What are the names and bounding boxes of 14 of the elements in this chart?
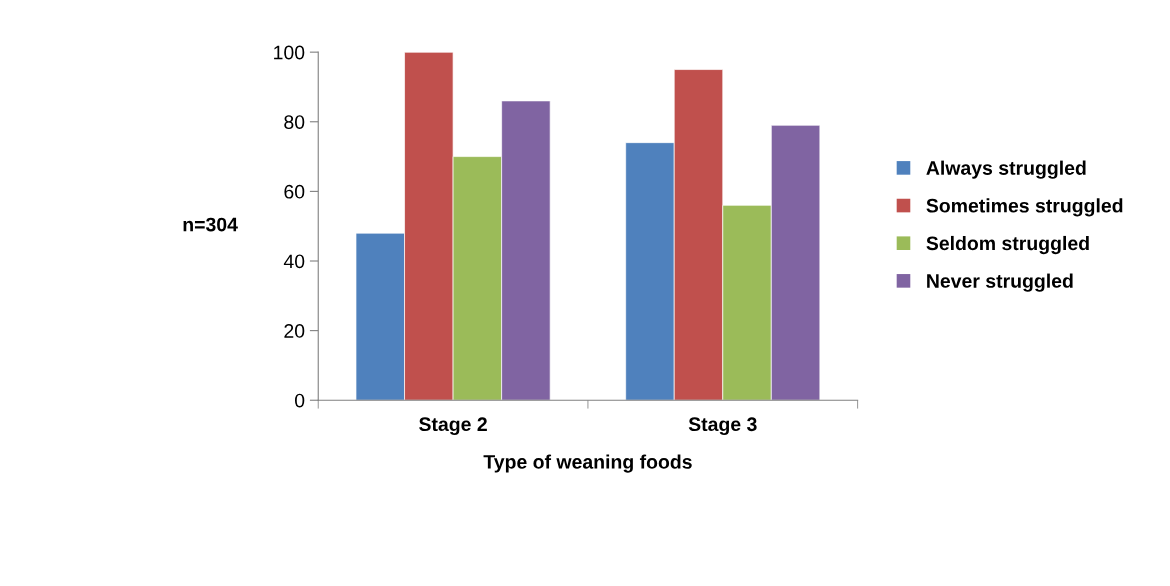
y-tick-label: 40: [283, 254, 305, 269]
y-axis-title: n=304: [183, 217, 238, 232]
y-tick-label: 100: [274, 45, 305, 60]
legend-label: Sometimes struggled: [926, 198, 1123, 217]
y-tick-label: 0: [294, 393, 305, 408]
y-tick-label: 20: [284, 324, 305, 338]
y-tick-label: 60: [284, 184, 305, 199]
legend-label: Never struggled: [927, 273, 1073, 292]
x-axis-title: Type of weaning foods: [483, 454, 692, 473]
y-tick-label: 80: [284, 115, 305, 130]
x-tick-label: Stage 2: [419, 417, 487, 436]
x-tick-label: Stage 3: [688, 417, 757, 436]
legend-label: Seldom struggled: [926, 235, 1089, 255]
legend-label: Always struggled: [926, 160, 1086, 179]
